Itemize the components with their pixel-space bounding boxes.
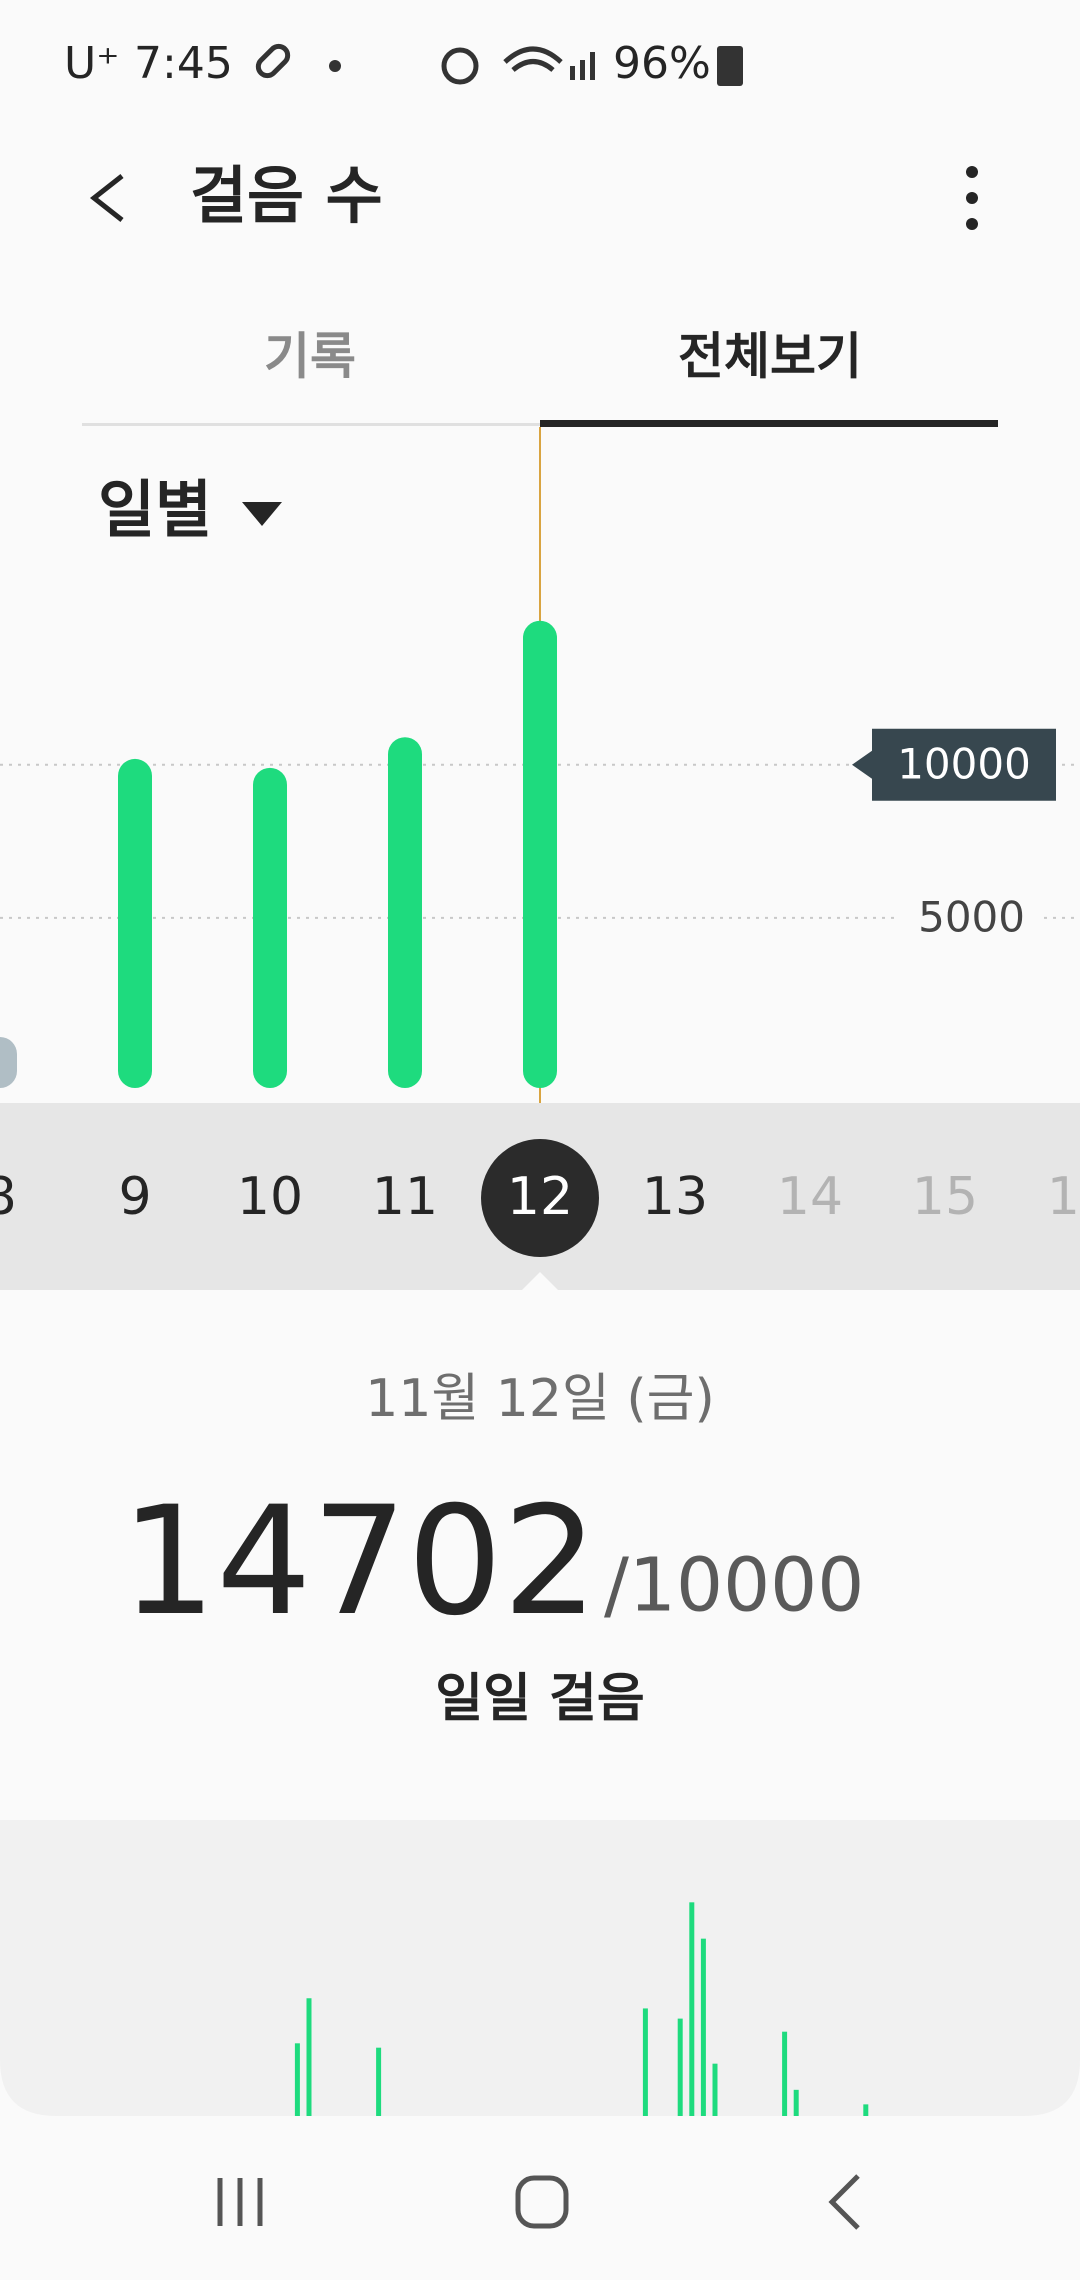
bar (0, 1037, 17, 1088)
home[interactable] (515, 2175, 569, 2229)
x-tick-label[interactable]: 11 (372, 1167, 438, 1227)
selected-day (481, 1139, 599, 1257)
x-tick-label[interactable]: 15 (912, 1167, 978, 1227)
nav-bar (217, 2174, 860, 2230)
activity-bar (782, 2031, 788, 2116)
tab[interactable]: 기록 (264, 328, 356, 386)
activity-bar (712, 2063, 718, 2116)
back[interactable] (828, 2174, 860, 2230)
recent-apps[interactable] (217, 2178, 263, 2226)
more-menu[interactable] (966, 166, 978, 230)
back-button[interactable] (89, 174, 124, 222)
x-tick-label[interactable]: 13 (642, 1167, 708, 1227)
x-tick-label[interactable]: 8 (0, 1167, 17, 1227)
bar (118, 758, 152, 1088)
tab-divider (82, 423, 540, 426)
summary-goal: /10000 (604, 1543, 864, 1629)
step-chart: 5000 10000 8 9 10 11 12 13 14 15 16 (0, 620, 1080, 1257)
x-tick-label[interactable]: 14 (777, 1167, 843, 1227)
clock: 7:45 (134, 38, 233, 89)
y-tick-label: 5000 (918, 892, 1025, 941)
summary-steps: 14702 (121, 1475, 598, 1649)
goal-label: 10000 (897, 739, 1031, 788)
tab[interactable]: 전체보기 (678, 328, 862, 386)
tab-indicator (540, 420, 998, 427)
page-title: 걸음 수 (190, 159, 383, 232)
bar (388, 737, 422, 1088)
status-icons (255, 43, 595, 85)
x-tick-label[interactable]: 9 (118, 1167, 151, 1227)
battery-level: 96% (613, 38, 711, 89)
activity-bar (689, 1902, 695, 2116)
activity-panel (0, 1820, 1080, 2116)
summary-date: 11월 12일 (금) (365, 1369, 715, 1429)
x-tick-label[interactable]: 12 (507, 1167, 573, 1227)
activity-bar (376, 2047, 382, 2116)
bar (253, 767, 287, 1088)
battery-icon (717, 46, 743, 86)
activity-bar (294, 2043, 300, 2116)
tick-label-bg (900, 887, 1040, 948)
activity-bar (700, 1938, 706, 2116)
bar (523, 620, 557, 1088)
selection-pointer (522, 1272, 558, 1290)
summary-label: 일일 걸음 (435, 1669, 644, 1729)
x-tick-label[interactable]: 10 (237, 1167, 303, 1227)
carrier: U⁺ (64, 38, 119, 89)
activity-bar (642, 2008, 648, 2116)
activity-chart (294, 1902, 869, 2116)
activity-bar (306, 1998, 312, 2116)
dropdown-arrow (242, 502, 282, 526)
activity-bar (863, 2104, 869, 2116)
period-selector[interactable]: 일별 (98, 473, 212, 546)
activity-bar (793, 2089, 799, 2116)
activity-bar (677, 2018, 683, 2116)
x-tick-label[interactable]: 16 (1047, 1167, 1080, 1227)
goal-badge (852, 728, 1056, 801)
